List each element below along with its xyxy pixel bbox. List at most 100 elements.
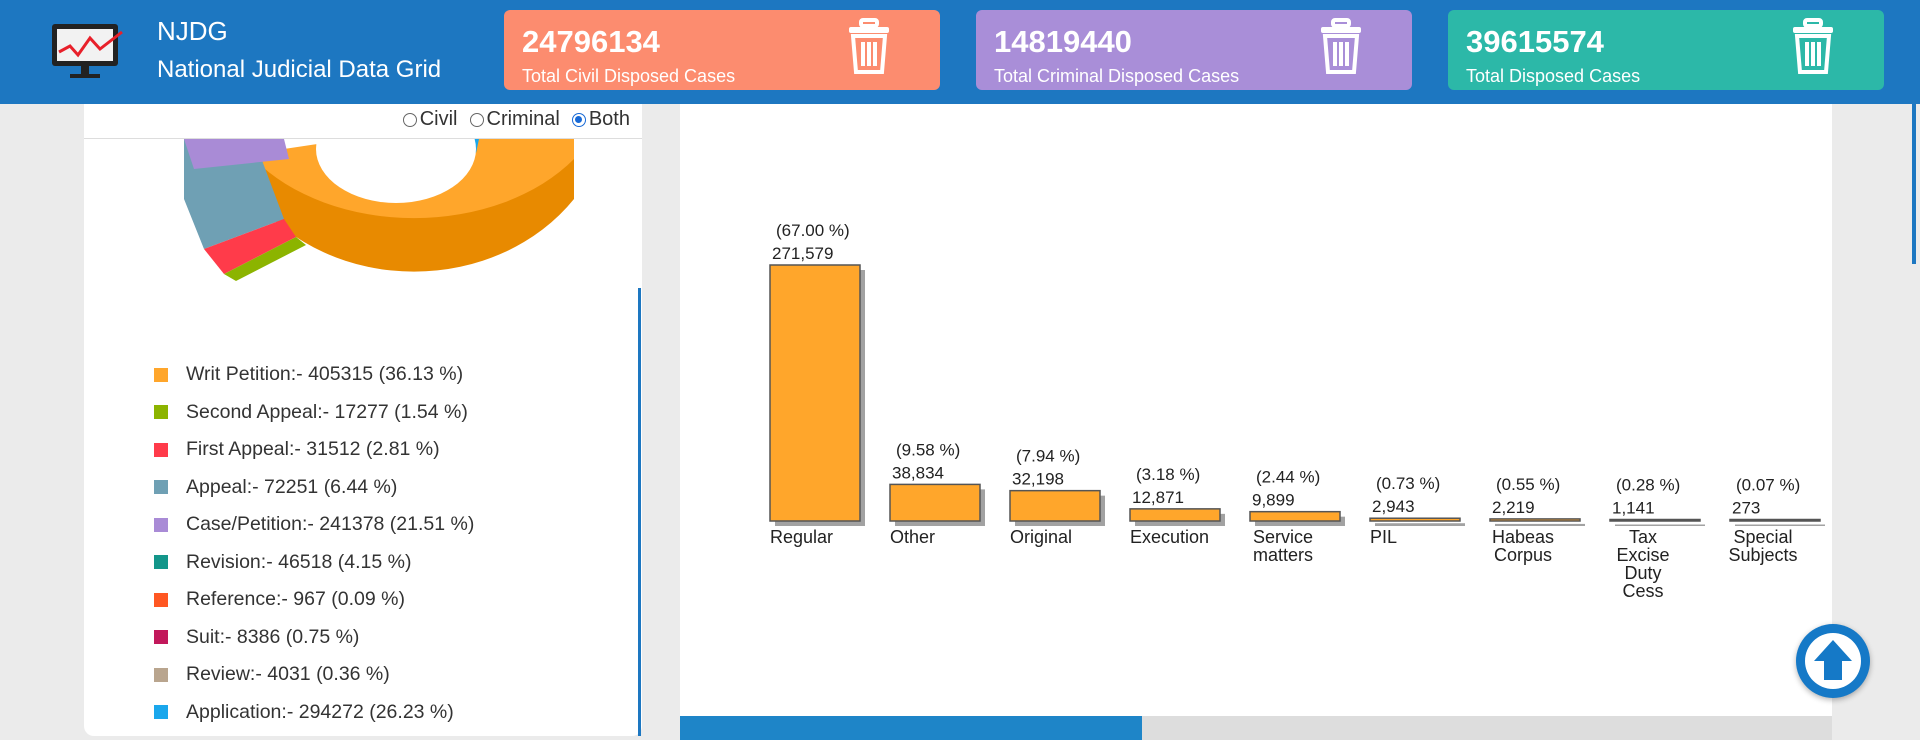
bar[interactable] [1729,518,1821,522]
brand-long: National Judicial Data Grid [157,56,442,83]
back-to-top-button[interactable] [1796,624,1870,698]
trash-icon [1321,18,1361,74]
legend-item[interactable]: Revision:- 46518 (4.15 %) [154,544,474,582]
radio-dot-selected [571,112,586,127]
bar[interactable] [769,264,861,522]
legend-label: Reference:- 967 (0.09 %) [186,588,405,611]
legend-item[interactable]: Case/Petition:- 241378 (21.51 %) [154,506,474,544]
case-type-pie-panel: Civil Criminal Both Writ Petition:- 4053… [84,104,642,736]
bar-percent-label: (0.07 %) [1736,476,1800,495]
pie-legend: Writ Petition:- 405315 (36.13 %) Second A… [154,356,474,731]
trash-icon [849,18,889,74]
legend-item[interactable]: First Appeal:- 31512 (2.81 %) [154,431,474,469]
legend-label: First Appeal:- 31512 (2.81 %) [186,438,440,461]
stat-value: 39615574 [1466,24,1604,59]
bar-percent-label: (67.00 %) [776,221,850,240]
legend-label: Suit:- 8386 (0.75 %) [186,625,360,648]
trash-icon [1793,18,1833,74]
stat-value: 14819440 [994,24,1132,59]
legend-item[interactable]: Appeal:- 72251 (6.44 %) [154,469,474,507]
legend-swatch [154,705,168,720]
bar-value-label: 2,219 [1492,498,1535,517]
bar[interactable] [1489,518,1581,522]
legend-item[interactable]: Review:- 4031 (0.36 %) [154,656,474,694]
bar-shadow [1615,524,1705,526]
category-label: Other [890,527,935,547]
legend-swatch [154,630,168,645]
radio-label: Civil [419,108,458,130]
case-type-bar-panel: 271,579 (67.00 %) Regular 38,834 (9.58 %) Oth… [680,104,1832,740]
criminal-disposed-card[interactable]: 14819440 Total Criminal Disposed Cases [976,10,1412,90]
radio-label: Both [588,108,630,130]
bar[interactable] [1009,489,1101,522]
legend-swatch [154,667,168,682]
bar[interactable] [1369,517,1461,522]
bar-value-label: 271,579 [772,244,833,263]
donut-hole [316,139,476,203]
legend-item[interactable]: Application:- 294272 (26.23 %) [154,694,474,732]
bar[interactable] [1249,510,1341,522]
bar-percent-label: (9.58 %) [896,440,960,459]
legend-item[interactable]: Suit:- 8386 (0.75 %) [154,619,474,657]
radio-both[interactable]: Both [571,108,630,131]
donut-chart[interactable] [84,139,642,339]
legend-swatch [154,442,168,457]
bar-value-label: 1,141 [1612,499,1655,518]
bar-shadow [1735,524,1825,526]
legend-item[interactable]: Second Appeal:- 17277 (1.54 %) [154,394,474,432]
category-label: PIL [1370,527,1397,547]
legend-label: Revision:- 46518 (4.15 %) [186,550,412,573]
stat-label: Total Civil Disposed Cases [522,66,736,86]
bar[interactable] [1129,508,1221,522]
radio-label: Criminal [486,108,560,130]
legend-label: Review:- 4031 (0.36 %) [186,663,390,686]
top-header: NJDG National Judicial Data Grid 2479613… [0,0,1920,104]
donut-slice-second-appeal [224,237,306,281]
bar[interactable] [889,483,981,522]
legend-swatch [154,480,168,495]
legend-label: Second Appeal:- 17277 (1.54 %) [186,400,468,423]
legend-swatch [154,592,168,607]
bar-percent-label: (0.28 %) [1616,476,1680,495]
stat-value: 24796134 [522,24,660,59]
bar-percent-label: (7.94 %) [1016,447,1080,466]
category-label: Special Subjects [1728,527,1797,565]
radio-civil[interactable]: Civil [402,108,458,131]
bar-value-label: 9,899 [1252,491,1295,510]
bar-value-label: 38,834 [892,463,944,482]
legend-label: Appeal:- 72251 (6.44 %) [186,475,398,498]
case-filter-radios: Civil Criminal Both [402,108,630,131]
stat-label: Total Criminal Disposed Cases [994,66,1240,86]
legend-label: Writ Petition:- 405315 (36.13 %) [186,363,464,386]
radio-criminal[interactable]: Criminal [469,108,560,131]
civil-disposed-card[interactable]: 24796134 Total Civil Disposed Cases [504,10,940,90]
legend-item[interactable]: Writ Petition:- 405315 (36.13 %) [154,356,474,394]
bar-value-label: 2,943 [1372,497,1415,516]
page-scrollbar[interactable] [1912,104,1916,264]
radio-dot [469,112,484,127]
radio-dot [402,112,417,127]
legend-label: Application:- 294272 (26.23 %) [186,700,454,723]
case-type-bar-chart: 271,579 (67.00 %) Regular 38,834 (9.58 %) Oth… [769,221,1825,601]
monitor-chart-icon [52,24,123,78]
donut-slice-first-appeal [204,219,296,274]
arrow-up-icon [1805,633,1861,689]
donut-slice-case-petition [184,139,289,169]
category-label: Original [1010,527,1072,547]
bar-percent-label: (3.18 %) [1136,465,1200,484]
bar-shadow [1375,523,1465,526]
horizontal-scroll-thumb[interactable] [680,716,1142,740]
left-panel-scrollbar[interactable] [638,288,641,736]
stat-label: Total Disposed Cases [1466,66,1641,86]
bar-value-label: 273 [1732,499,1760,518]
category-label: Tax Excise Duty Cess [1616,527,1669,601]
bar-percent-label: (0.73 %) [1376,474,1440,493]
legend-swatch [154,555,168,570]
legend-swatch [154,517,168,532]
total-disposed-card[interactable]: 39615574 Total Disposed Cases [1448,10,1884,90]
bar[interactable] [1609,518,1701,522]
bar-percent-label: (2.44 %) [1256,468,1320,487]
brand-short: NJDG [157,16,228,46]
legend-item[interactable]: Reference:- 967 (0.09 %) [154,581,474,619]
bar-percent-label: (0.55 %) [1496,475,1560,494]
